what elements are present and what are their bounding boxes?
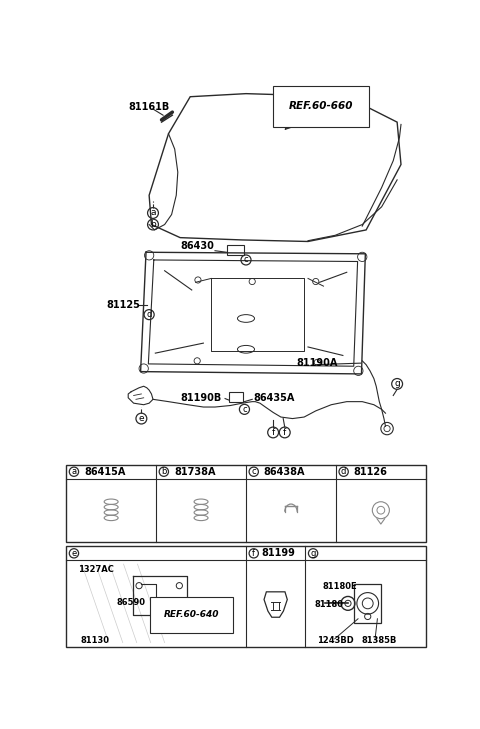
Text: a: a: [72, 467, 76, 476]
Text: 81190A: 81190A: [296, 358, 338, 368]
Text: 81126: 81126: [354, 467, 388, 477]
Text: 81385B: 81385B: [361, 636, 396, 645]
Text: 81190B: 81190B: [180, 393, 221, 403]
Text: 86438A: 86438A: [264, 467, 305, 477]
Text: 81125: 81125: [107, 300, 140, 310]
Text: e: e: [72, 549, 77, 558]
Text: 86590: 86590: [117, 598, 145, 607]
Text: b: b: [150, 220, 156, 229]
Text: a: a: [150, 208, 156, 217]
Text: d: d: [341, 467, 347, 476]
Bar: [354, 584, 381, 623]
Text: REF.60-660: REF.60-660: [288, 101, 353, 112]
Text: 81199: 81199: [262, 548, 295, 558]
Text: f: f: [283, 428, 287, 437]
Text: 81161B: 81161B: [128, 103, 169, 112]
Bar: [229, 392, 243, 402]
Text: e: e: [139, 414, 144, 423]
Text: 86435A: 86435A: [254, 393, 295, 403]
Text: b: b: [161, 467, 167, 476]
Text: f: f: [272, 428, 275, 437]
Text: f: f: [252, 549, 255, 558]
Text: 81738A: 81738A: [174, 467, 216, 477]
Text: 81180E: 81180E: [323, 582, 357, 591]
Bar: [227, 244, 244, 255]
Text: c: c: [242, 405, 247, 414]
Text: 1243BD: 1243BD: [317, 636, 354, 645]
Text: 81180: 81180: [314, 601, 344, 609]
Text: 1327AC: 1327AC: [78, 565, 114, 574]
Text: g: g: [394, 379, 400, 389]
Bar: [66, 547, 426, 647]
Text: REF.60-640: REF.60-640: [164, 610, 219, 620]
Bar: [66, 465, 426, 542]
Text: 81130: 81130: [80, 636, 109, 645]
Text: 86415A: 86415A: [84, 467, 125, 477]
Text: c: c: [252, 467, 256, 476]
Text: d: d: [146, 310, 152, 319]
Text: g: g: [311, 549, 316, 558]
Text: 86430: 86430: [180, 241, 214, 251]
Text: c: c: [244, 255, 248, 265]
